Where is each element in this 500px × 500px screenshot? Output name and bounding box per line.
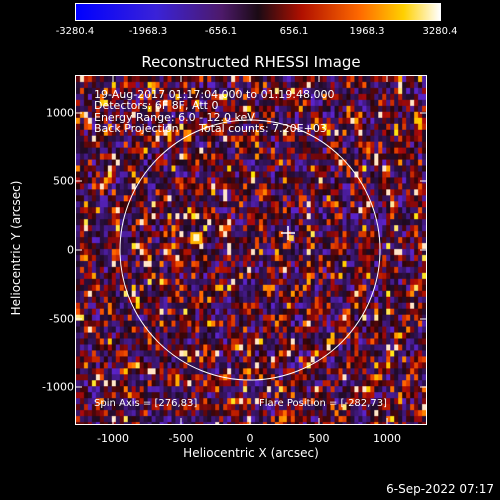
solar-limb-circle (119, 119, 381, 381)
x-tick-label: 1000 (373, 432, 401, 445)
axis-tick-marks (75, 75, 427, 425)
detectors-label: Detectors: 6F 8F, Att 0 (94, 99, 219, 112)
y-tick-label: 0 (67, 243, 74, 257)
colorbar-tick: -1968.3 (128, 26, 168, 37)
y-tick-label: 500 (53, 174, 74, 188)
y-tick-label: 1000 (46, 106, 74, 120)
spin-axis-label: Spin Axis = [276,83] (94, 398, 198, 409)
energy-range-label: Energy Range: 6.0 - 12.0 keV (94, 111, 255, 124)
x-axis-label: Heliocentric X (arcsec) (183, 446, 319, 460)
colorbar-gradient (76, 4, 440, 20)
colorbar-tick: -656.1 (204, 26, 238, 37)
colorbar-tick: 656.1 (279, 26, 309, 37)
colorbar-tick: -3280.4 (55, 26, 95, 37)
time-range-label: 19-Aug-2017 01:17:04.000 to 01:19:48.000 (94, 88, 335, 101)
flare-position-label: Flare Position = [-282,73] (259, 398, 387, 409)
colorbar-tick: 1968.3 (349, 26, 385, 37)
x-tick-label: -500 (168, 432, 194, 445)
plot-title: Reconstructed RHESSI Image (141, 53, 361, 71)
generation-date: 6-Sep-2022 07:17 (386, 482, 494, 496)
y-tick-label: -500 (49, 312, 74, 326)
method-label: Back Projection (94, 122, 179, 135)
colorbar (75, 3, 441, 21)
x-tick-label: -1000 (97, 432, 129, 445)
colorbar-tick: 3280.4 (422, 26, 458, 37)
plot-area (75, 75, 427, 425)
y-axis-label: Heliocentric Y (arcsec) (9, 180, 23, 316)
sun-center-cross-icon (281, 226, 295, 240)
rhessi-image (76, 76, 426, 424)
total-counts-label: Total counts: 7.20E+03 (199, 122, 327, 135)
x-tick-label: 500 (308, 432, 330, 445)
x-tick-label: 0 (246, 432, 254, 445)
y-tick-label: -1000 (42, 380, 74, 394)
